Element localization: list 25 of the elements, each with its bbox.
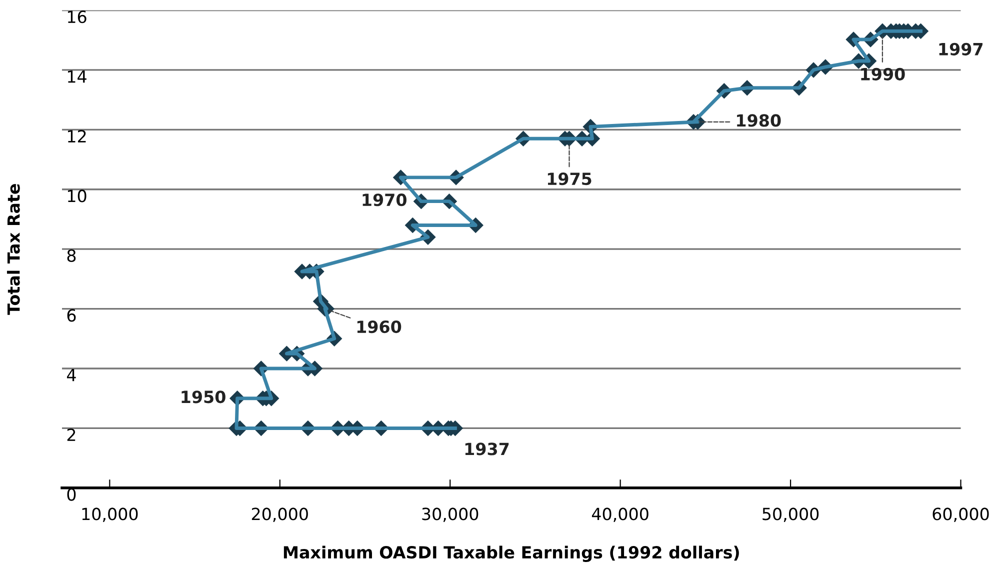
x-tick-label: 50,000	[762, 508, 819, 522]
y-axis-title: Total Tax Rate	[6, 184, 20, 315]
y-tick-label: 6	[67, 309, 76, 322]
x-tick-label: 20,000	[252, 508, 308, 522]
x-tick-label: 30,000	[422, 508, 478, 522]
annotation: 1997	[939, 42, 982, 56]
y-tick-label: 12	[68, 130, 86, 142]
annotation: 1990	[861, 68, 905, 80]
y-tick-label: 2	[67, 428, 76, 441]
x-tick-label: 60,000	[932, 508, 989, 522]
x-tick-label: 10,000	[82, 508, 138, 522]
annotation: 1970	[362, 194, 406, 206]
y-tick-label: 0	[67, 488, 76, 501]
annotation: 1975	[548, 172, 592, 186]
y-tick-label: 14	[68, 70, 86, 83]
annotation: 1960	[357, 320, 402, 334]
annotation: 1980	[737, 114, 781, 127]
y-tick-label: 10	[68, 190, 86, 202]
x-tick-label: 40,000	[592, 508, 648, 522]
annotation: 1937	[465, 442, 509, 456]
y-tick-label: 4	[66, 369, 76, 382]
y-tick-label: 8	[67, 249, 76, 262]
y-tick-label: 16	[68, 10, 86, 24]
x-axis-title: Maximum OASDI Taxable Earnings (1992 dollars)	[284, 546, 739, 562]
annotation: 1950	[182, 390, 226, 404]
